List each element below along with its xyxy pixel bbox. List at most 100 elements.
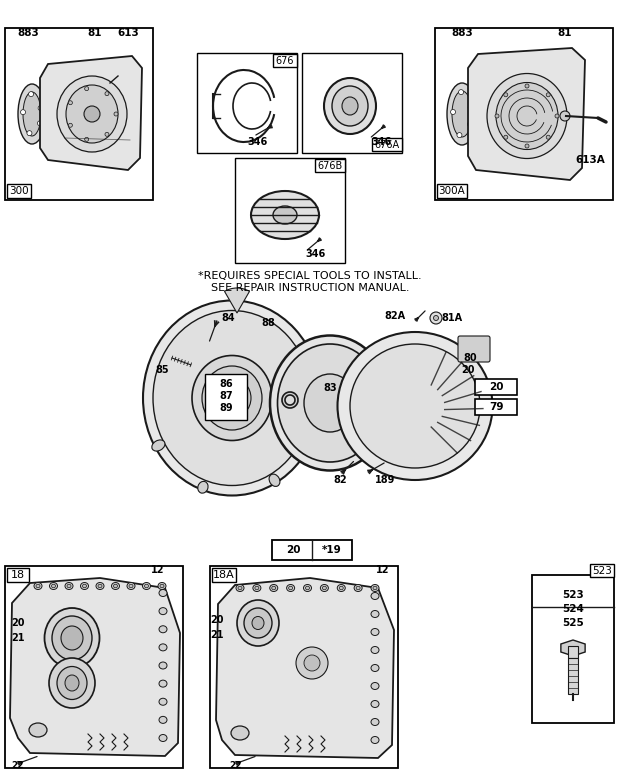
- Text: 300A: 300A: [438, 186, 466, 196]
- Text: 87: 87: [219, 391, 233, 401]
- Ellipse shape: [158, 583, 166, 590]
- Circle shape: [29, 92, 33, 96]
- Text: 86: 86: [219, 379, 233, 389]
- Text: 79: 79: [489, 402, 503, 412]
- Text: 20: 20: [11, 618, 25, 628]
- Text: *19: *19: [322, 545, 342, 555]
- Text: 613: 613: [117, 28, 139, 38]
- Text: 88: 88: [261, 318, 275, 328]
- Text: 12: 12: [376, 565, 390, 575]
- Circle shape: [546, 93, 550, 96]
- Ellipse shape: [61, 626, 83, 650]
- Ellipse shape: [270, 584, 278, 591]
- Ellipse shape: [236, 584, 244, 591]
- Bar: [273, 54, 297, 67]
- Ellipse shape: [371, 700, 379, 707]
- Text: 525: 525: [562, 618, 584, 628]
- Ellipse shape: [49, 658, 95, 708]
- Ellipse shape: [113, 584, 118, 587]
- Ellipse shape: [496, 82, 558, 149]
- Bar: [568, 646, 578, 658]
- Ellipse shape: [289, 587, 293, 590]
- Ellipse shape: [127, 583, 135, 590]
- Ellipse shape: [350, 344, 480, 468]
- Ellipse shape: [238, 587, 242, 590]
- Ellipse shape: [57, 667, 87, 699]
- Text: 346: 346: [248, 137, 268, 147]
- Bar: [205, 374, 247, 420]
- Ellipse shape: [270, 335, 390, 471]
- Ellipse shape: [129, 584, 133, 587]
- Circle shape: [304, 655, 320, 671]
- Text: 676: 676: [276, 55, 294, 65]
- Circle shape: [525, 84, 529, 88]
- Ellipse shape: [371, 682, 379, 689]
- Ellipse shape: [342, 97, 358, 115]
- Bar: [590, 564, 614, 577]
- Ellipse shape: [198, 482, 208, 493]
- Bar: [197, 53, 297, 153]
- Text: 20: 20: [286, 545, 300, 555]
- Text: 18: 18: [11, 570, 25, 580]
- Bar: [372, 138, 402, 151]
- Ellipse shape: [371, 593, 379, 600]
- Ellipse shape: [18, 84, 46, 144]
- Circle shape: [451, 110, 456, 114]
- Ellipse shape: [23, 92, 41, 136]
- Circle shape: [495, 114, 499, 118]
- Ellipse shape: [144, 584, 149, 587]
- Ellipse shape: [237, 600, 279, 646]
- Circle shape: [525, 144, 529, 148]
- Ellipse shape: [371, 737, 379, 744]
- Ellipse shape: [159, 717, 167, 724]
- Ellipse shape: [371, 629, 379, 636]
- Ellipse shape: [371, 719, 379, 726]
- Ellipse shape: [213, 378, 251, 418]
- Circle shape: [84, 106, 100, 122]
- Circle shape: [114, 112, 118, 116]
- Text: 676B: 676B: [317, 160, 343, 170]
- Ellipse shape: [255, 587, 259, 590]
- Ellipse shape: [253, 584, 261, 591]
- Ellipse shape: [153, 310, 311, 485]
- Bar: [437, 184, 467, 198]
- Circle shape: [430, 312, 442, 324]
- Circle shape: [85, 86, 89, 91]
- Ellipse shape: [251, 191, 319, 239]
- Circle shape: [459, 89, 464, 95]
- Ellipse shape: [82, 584, 87, 587]
- Ellipse shape: [34, 583, 42, 590]
- Ellipse shape: [452, 91, 472, 137]
- Ellipse shape: [272, 587, 276, 590]
- Text: 12: 12: [151, 565, 165, 575]
- Circle shape: [27, 131, 32, 135]
- Text: 189: 189: [375, 475, 395, 485]
- Text: 22: 22: [12, 762, 24, 770]
- Ellipse shape: [339, 587, 343, 590]
- Ellipse shape: [29, 723, 47, 737]
- Text: 21: 21: [210, 630, 224, 640]
- Ellipse shape: [51, 584, 56, 587]
- Ellipse shape: [371, 664, 379, 671]
- Ellipse shape: [159, 644, 167, 651]
- Ellipse shape: [324, 78, 376, 134]
- Polygon shape: [40, 56, 142, 170]
- Ellipse shape: [159, 590, 167, 597]
- Text: 524: 524: [562, 604, 584, 614]
- Bar: [435, 28, 613, 200]
- Circle shape: [38, 106, 43, 110]
- Text: 89: 89: [219, 403, 233, 413]
- Text: 85: 85: [155, 365, 169, 375]
- Ellipse shape: [52, 616, 92, 660]
- Text: 18A: 18A: [213, 570, 235, 580]
- Circle shape: [546, 135, 550, 139]
- Ellipse shape: [159, 698, 167, 705]
- Circle shape: [560, 111, 570, 121]
- Ellipse shape: [273, 206, 297, 224]
- Ellipse shape: [304, 584, 311, 591]
- Text: 82: 82: [333, 475, 347, 485]
- Text: *REQUIRES SPECIAL TOOLS TO INSTALL.: *REQUIRES SPECIAL TOOLS TO INSTALL.: [198, 271, 422, 281]
- Ellipse shape: [36, 584, 40, 587]
- Bar: [475, 379, 517, 395]
- Text: 81: 81: [88, 28, 102, 38]
